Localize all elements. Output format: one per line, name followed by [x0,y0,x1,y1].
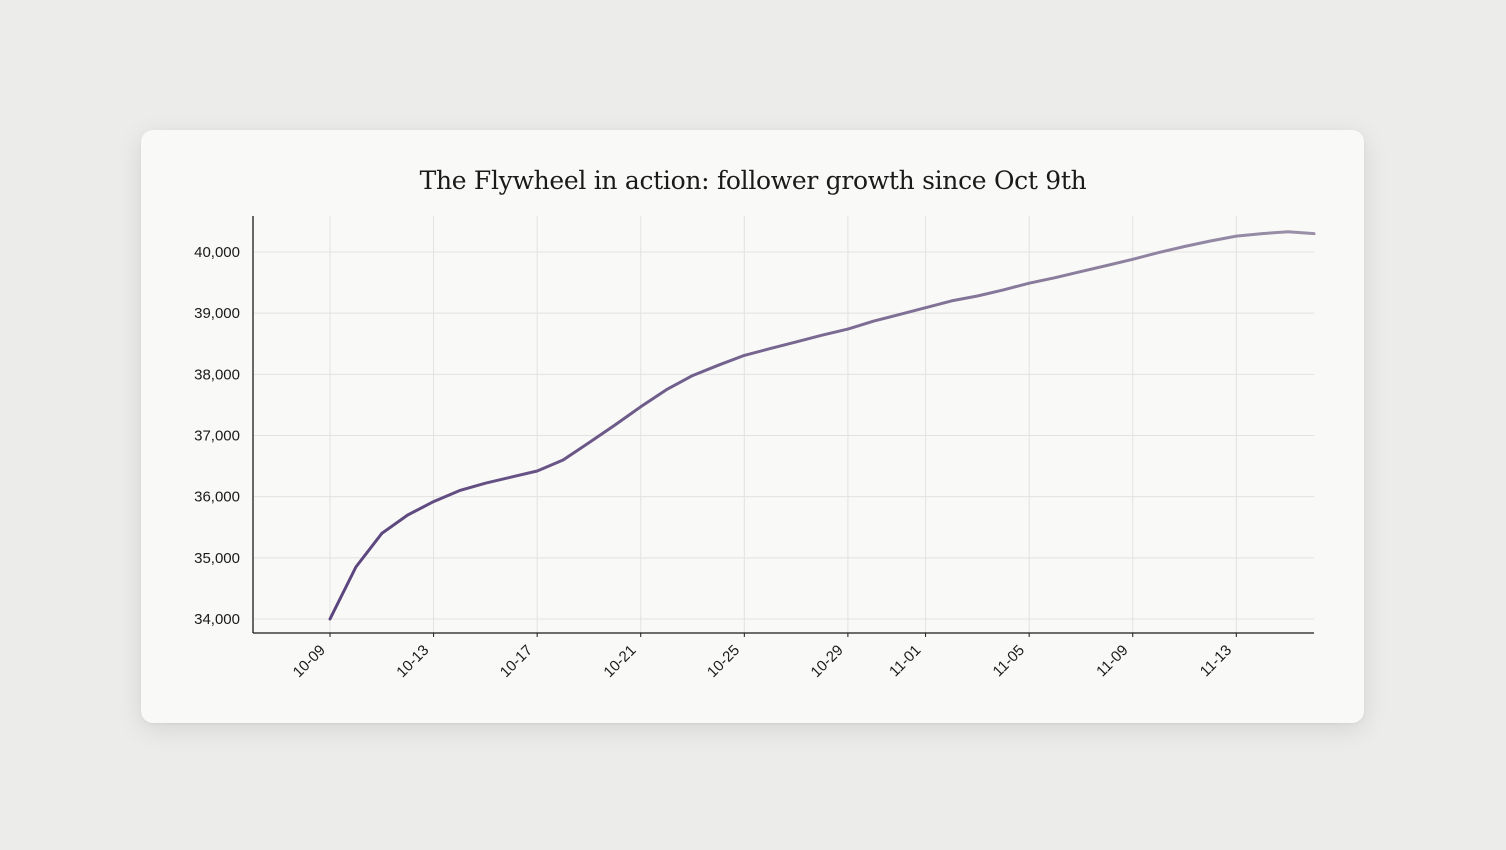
x-tick-label: 10-29 [808,642,847,681]
x-tick-label: 10-09 [290,642,329,681]
axes [252,216,1314,637]
x-tick-label: 10-21 [600,642,639,681]
grid [253,216,1314,633]
y-tick-label: 37,000 [194,428,240,445]
series-line-followers [328,230,1316,621]
x-tick-label: 11-05 [990,642,1028,680]
y-tick-label: 34,000 [194,611,240,628]
y-tick-label: 38,000 [194,366,240,383]
series [328,230,1316,621]
y-tick-label: 40,000 [194,244,240,261]
y-tick-label: 39,000 [194,305,240,322]
x-tick-label: 11-09 [1093,642,1131,680]
y-tick-label: 36,000 [194,489,240,506]
x-tick-label: 10-17 [497,642,536,681]
x-tick-label: 11-13 [1197,642,1235,680]
chart-card [141,130,1364,723]
x-tick-label: 10-25 [704,642,743,681]
chart-title: The Flywheel in action: follower growth … [419,166,1087,195]
tick-labels: 34,000 35,000 36,000 37,000 38,000 39,000 40,0… [194,244,1235,681]
x-tick-label: 11-01 [886,642,924,680]
y-tick-label: 35,000 [194,550,240,567]
x-tick-label: 10-13 [393,642,432,681]
